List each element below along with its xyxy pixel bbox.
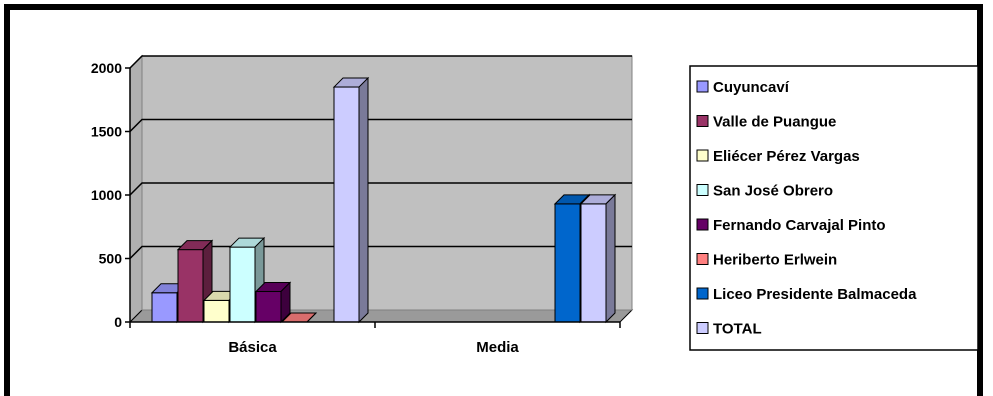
gridline	[129, 245, 632, 260]
y-tick-label: 0	[114, 314, 122, 330]
legend-item: San José Obrero	[696, 183, 833, 200]
legend-swatch	[696, 322, 709, 334]
legend-label: Heriberto Erlwein	[713, 252, 837, 269]
bar-side	[280, 281, 291, 324]
legend-box	[689, 65, 979, 351]
legend-swatch	[696, 253, 709, 265]
legend-item: Heriberto Erlwein	[696, 252, 837, 269]
gridline	[129, 182, 632, 196]
legend-label: Cuyuncaví	[713, 79, 790, 96]
legend-label: Eliécer Pérez Vargas	[713, 148, 860, 165]
bar-front	[203, 299, 230, 323]
legend-label: Liceo Presidente Balmaceda	[713, 286, 917, 303]
y-tick-label: 1000	[91, 187, 122, 203]
bar-front	[580, 203, 607, 323]
bar-side	[306, 312, 317, 323]
bar-front	[333, 86, 360, 323]
y-tick-label: 500	[99, 251, 123, 267]
x-category-label: Media	[476, 339, 519, 356]
legend-swatch	[696, 184, 709, 196]
legend-swatch	[696, 80, 709, 93]
bar-front	[554, 203, 581, 323]
bar-front	[177, 249, 204, 323]
legend-label: Fernando Carvajal Pinto	[713, 217, 886, 234]
legend-label: TOTAL	[713, 321, 762, 338]
x-category-label: Básica	[228, 339, 277, 356]
legend-swatch	[696, 149, 709, 162]
legend-label: San José Obrero	[713, 183, 833, 200]
legend-item: TOTAL	[696, 321, 762, 338]
legend-swatch	[696, 218, 709, 231]
gridline	[129, 55, 632, 69]
y-tick-label: 2000	[91, 60, 122, 76]
legend-item: Valle de Puangue	[696, 114, 836, 131]
legend-label: Valle de Puangue	[713, 114, 836, 131]
legend-item: Fernando Carvajal Pinto	[696, 217, 886, 234]
bar-front	[255, 291, 282, 323]
legend-swatch	[696, 287, 709, 300]
bar-valle-de-puangue-b-sica	[176, 239, 214, 324]
bar-fernando-carvajal-pinto-b-sica	[254, 281, 292, 324]
bar-front	[229, 246, 256, 323]
gridline	[129, 118, 632, 133]
legend-item: Liceo Presidente Balmaceda	[696, 286, 917, 303]
legend: Cuyuncaví Valle de Puangue Eliécer Pérez V…	[689, 65, 979, 351]
legend-item: Eliécer Pérez Vargas	[696, 148, 860, 165]
bar-side	[358, 76, 369, 324]
bar-total-media	[579, 193, 617, 324]
bar-side	[605, 193, 616, 324]
bar-total-b-sica	[332, 76, 370, 324]
axes: 0 500 1000 1500 2000 Básica Media	[91, 60, 621, 356]
legend-swatch	[696, 115, 709, 127]
bar-front	[151, 292, 178, 323]
y-tick-label: 1500	[91, 124, 122, 140]
plot-area	[128, 54, 634, 324]
legend-item: Cuyuncaví	[696, 79, 790, 96]
